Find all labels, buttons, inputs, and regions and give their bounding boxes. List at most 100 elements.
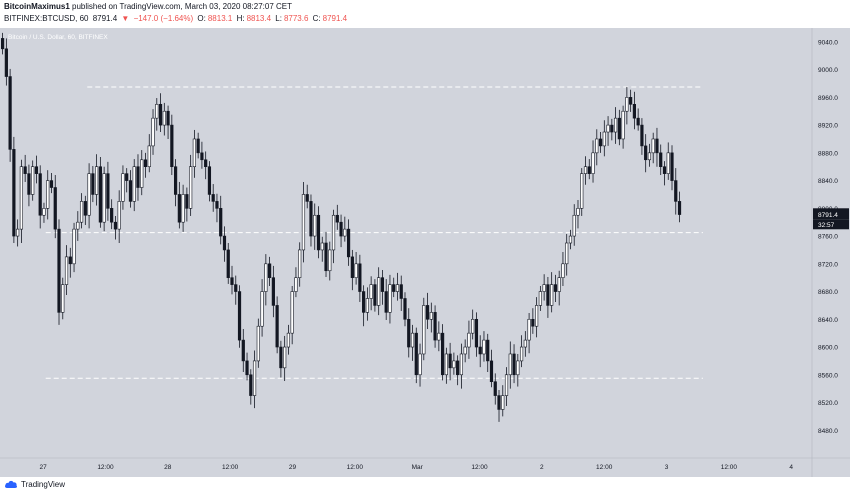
candle-body: [557, 277, 561, 292]
time-tick-label: 12:00: [97, 464, 114, 471]
price-tick-label: 8760.0: [818, 234, 838, 241]
candle-body: [158, 103, 163, 126]
countdown-label: 32:57: [818, 222, 835, 229]
candle-body: [177, 194, 181, 223]
candle-body: [448, 353, 452, 369]
candle-body: [34, 166, 39, 174]
candle-body: [550, 284, 554, 306]
candle-body: [117, 201, 121, 230]
candle-body: [587, 166, 591, 174]
candle-body: [309, 201, 313, 237]
time-tick-label: 2: [540, 464, 544, 471]
candle-body: [489, 360, 494, 383]
close-label: C:: [312, 14, 321, 23]
candle-body: [16, 228, 20, 237]
candle-body: [580, 173, 584, 209]
candle-body: [546, 284, 550, 306]
price-change: −147.0 (−1.64%): [133, 14, 194, 23]
candle-body: [346, 228, 351, 258]
low-label: L:: [275, 14, 282, 23]
price-tick-label: 8600.0: [818, 345, 838, 352]
candle-body: [666, 152, 670, 174]
candle-body: [264, 263, 268, 292]
last-price-tag: [813, 208, 849, 220]
candle-body: [440, 332, 445, 376]
time-tick-label: 12:00: [471, 464, 488, 471]
time-axis[interactable]: [0, 458, 850, 477]
candle-body: [68, 256, 72, 265]
candle-body: [192, 138, 196, 168]
plot-area[interactable]: [0, 28, 812, 458]
candle-body: [456, 360, 460, 376]
price-tick-label: 8680.0: [818, 289, 838, 296]
candle-body: [493, 381, 497, 396]
candle-body: [72, 228, 76, 265]
candle-body: [422, 305, 426, 355]
candle-body: [57, 228, 61, 313]
candlestick-chart[interactable]: Bitcoin / U.S. Dollar, 60, BITFINEX 8480…: [0, 28, 850, 477]
candle-body: [625, 97, 629, 112]
candle-body: [279, 346, 283, 369]
candle-body: [290, 291, 294, 334]
down-arrow-icon: ▼: [121, 14, 130, 23]
candle-body: [234, 284, 238, 292]
candle-body: [211, 194, 215, 202]
author-name[interactable]: BitcoinMaximus1: [4, 2, 70, 11]
candle-body: [46, 180, 50, 209]
candle-body: [27, 173, 31, 195]
high-value: 8813.4: [246, 14, 272, 23]
candle-body: [629, 97, 633, 105]
candle-body: [497, 395, 501, 410]
candle-body: [636, 117, 640, 126]
candle-body: [200, 152, 204, 161]
candle-body: [294, 277, 298, 292]
candle-body: [140, 159, 144, 188]
candle-body: [0, 38, 5, 50]
candle-body: [377, 277, 381, 306]
candle-body: [162, 110, 166, 126]
candle-body: [301, 194, 306, 251]
candle-body: [87, 173, 91, 216]
candle-body: [204, 159, 208, 168]
candle-body: [433, 312, 437, 341]
price-ticks: 8480.0 8520.0 8560.0 8600.0 8640.0 8680.0 8720…: [818, 39, 838, 434]
candle-body: [31, 166, 35, 195]
candle-body: [659, 152, 663, 168]
candle-body: [553, 284, 558, 292]
time-tick-label: 12:00: [721, 464, 738, 471]
low-value: 8773.6: [283, 14, 309, 23]
candle-body: [565, 242, 569, 265]
candle-body: [335, 214, 339, 223]
candle-body: [463, 346, 467, 355]
candle-body: [644, 145, 648, 161]
candle-body: [512, 353, 516, 376]
time-tick-label: 27: [40, 464, 48, 471]
candle-body: [392, 284, 396, 292]
candle-body: [632, 103, 636, 119]
candle-body: [298, 249, 302, 278]
candle-body: [399, 284, 403, 299]
candle-body: [222, 235, 227, 251]
candle-body: [132, 166, 136, 202]
candle-body: [527, 318, 531, 341]
price-tick-label: 8560.0: [818, 372, 838, 379]
candle-body: [241, 339, 245, 362]
candle-body: [121, 173, 125, 202]
tradingview-logo[interactable]: TradingView: [4, 479, 65, 489]
candle-body: [572, 214, 576, 237]
footer: TradingView: [0, 477, 850, 495]
last-price: 8791.4: [92, 14, 118, 23]
candle-body: [256, 325, 260, 362]
publish-info: BitcoinMaximus1 published on TradingView…: [4, 2, 292, 11]
candle-body: [313, 214, 317, 237]
ohlc-info: BITFINEX:BTCUSD, 60 8791.4 ▼ −147.0 (−1.…: [4, 14, 349, 23]
candle-body: [508, 353, 512, 376]
symbol-label[interactable]: BITFINEX:BTCUSD, 60: [4, 14, 89, 23]
high-label: H:: [236, 14, 245, 23]
candle-body: [61, 284, 65, 313]
candle-body: [583, 166, 588, 174]
price-tick-label: 8640.0: [818, 317, 838, 324]
time-tick-label: 12:00: [347, 464, 364, 471]
price-axis[interactable]: [812, 28, 850, 458]
candle-body: [260, 291, 264, 327]
